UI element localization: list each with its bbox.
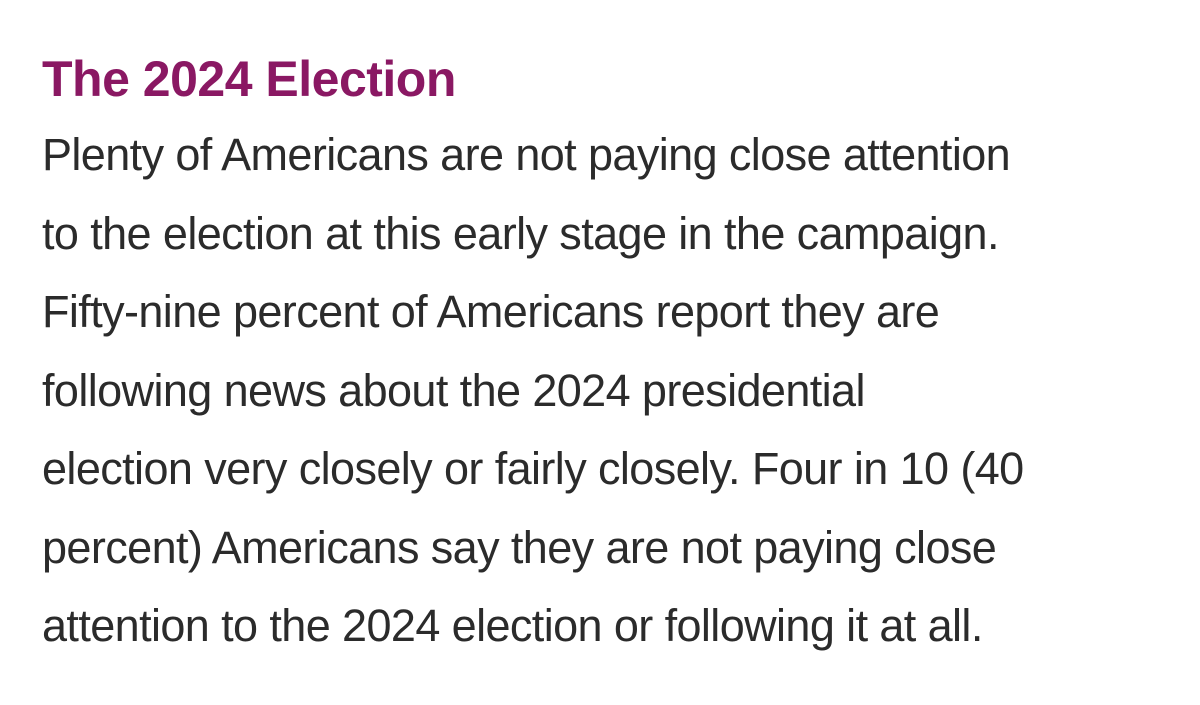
section-heading: The 2024 Election — [42, 51, 456, 107]
paragraph-line: Plenty of Americans are not paying close… — [42, 129, 1011, 180]
paragraph-line: Fifty-nine percent of Americans report t… — [42, 286, 940, 337]
body-paragraph: Plenty of Americans are not paying close… — [42, 116, 1160, 666]
paragraph-line: election very closely or fairly closely.… — [42, 443, 1024, 494]
paragraph-line: percent) Americans say they are not payi… — [42, 521, 997, 573]
paragraph-line: to the election at this early stage in t… — [42, 207, 999, 259]
paragraph-line: attention to the 2024 election or follow… — [42, 600, 983, 651]
paragraph-line: following news about the 2024 presidenti… — [42, 364, 865, 416]
